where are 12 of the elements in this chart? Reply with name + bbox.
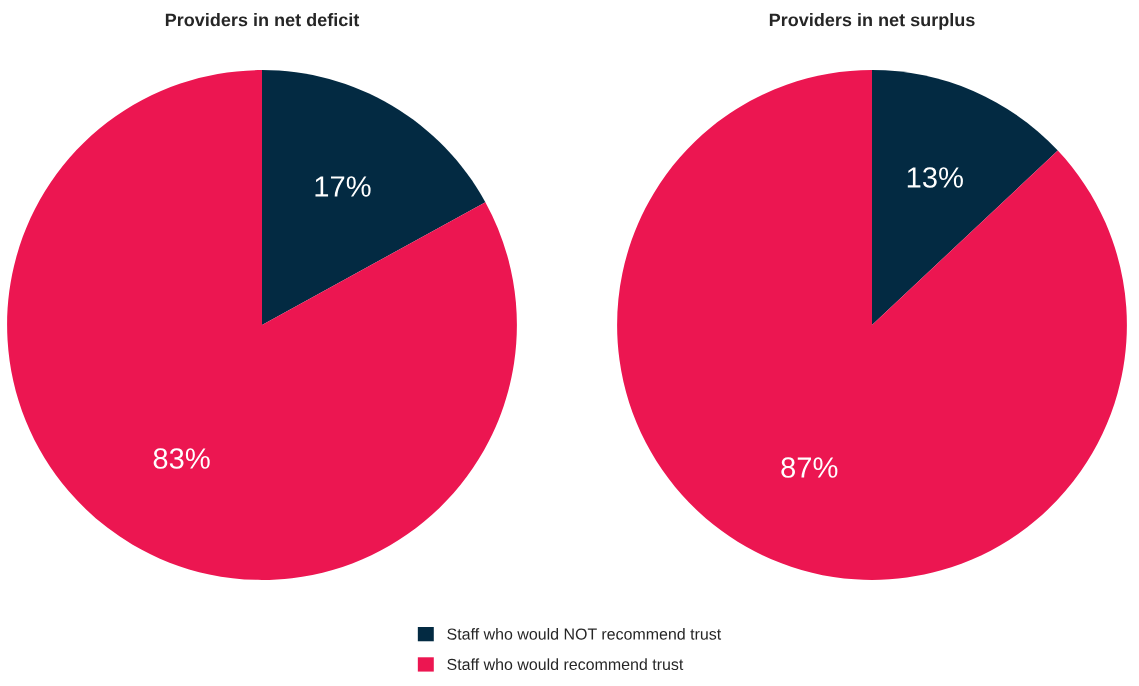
pie-slice [7,70,517,580]
legend-label: Staff who would NOT recommend trust [447,628,722,640]
chart-title: Providers in net deficit [165,13,360,27]
data-label: 13% [907,167,963,188]
pie-slice [262,70,486,325]
chart-title: Providers in net surplus [769,13,975,30]
legend-label: Staff who would recommend trust [447,658,684,671]
pie-slice [617,70,1127,580]
pie-slice [872,70,1058,325]
data-label: 17% [315,176,371,197]
data-label: 87% [781,457,838,478]
data-label: 83% [153,448,210,469]
